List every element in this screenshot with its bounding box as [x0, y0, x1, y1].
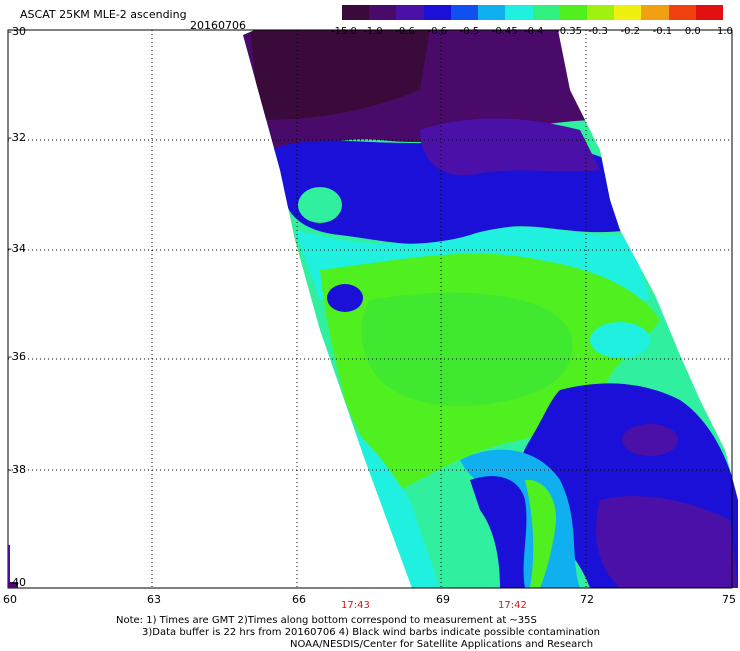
lon-label-66: 66 [292, 593, 306, 606]
lon-label-69: 69 [436, 593, 450, 606]
colorbar-swatch [559, 5, 587, 20]
colorbar-label: 1.0 [717, 26, 733, 37]
time-label-1743: 17:43 [341, 600, 370, 611]
colorbar-swatch [641, 5, 669, 20]
lat-label-38: -38 [8, 463, 26, 476]
colorbar-label: -15.0 [331, 26, 357, 37]
colorbar-label: 0.0 [684, 26, 701, 37]
colorbar-label: -0.4 [524, 26, 544, 37]
colorbar-label: -0.5 [459, 26, 480, 37]
colorbar-swatch [450, 5, 479, 20]
colorbar-label: -1.0 [363, 26, 383, 37]
colorbar-label: -0.2 [620, 26, 641, 37]
map-date: 20160706 [190, 19, 246, 32]
purple-core [250, 30, 430, 120]
colorbar-swatch [342, 5, 370, 20]
colorbar-label: -0.6 [395, 26, 415, 37]
footer-note-2: 3)Data buffer is 22 hrs from 20160706 4)… [142, 627, 600, 638]
map-title: ASCAT 25KM MLE-2 ascending [20, 8, 187, 21]
footer-credit: NOAA/NESDIS/Center for Satellite Applica… [290, 639, 594, 650]
colorbar-swatch [586, 5, 615, 20]
lat-label-40: -40 [8, 576, 26, 589]
time-label-1742: 17:42 [498, 600, 527, 611]
lat-label-32: -32 [8, 131, 26, 144]
colorbar-label: -0.6 [427, 26, 448, 37]
lon-label-63: 63 [147, 593, 161, 606]
colorbar [342, 5, 724, 20]
colorbar-label: -0.1 [652, 26, 673, 37]
lon-label-75: 75 [722, 593, 736, 606]
colorbar-swatch [695, 5, 724, 20]
footer-note-1: Note: 1) Times are GMT 2)Times along bot… [116, 615, 537, 626]
lat-label-34: -34 [8, 242, 26, 255]
colorbar-label: -0.45 [491, 26, 518, 37]
colorbar-swatch [532, 5, 560, 20]
colorbar-swatch [668, 5, 696, 20]
corner-marker [8, 582, 18, 588]
colorbar-swatch [369, 5, 397, 20]
lat-label-36: -36 [8, 350, 26, 363]
lon-label-60: 60 [3, 593, 17, 606]
colorbar-swatch [396, 5, 424, 20]
lat-label-30: -30 [8, 25, 26, 38]
colorbar-swatch [505, 5, 533, 20]
colorbar-swatch [614, 5, 642, 20]
colorbar-label: -0.35 [556, 26, 583, 37]
lon-label-72: 72 [580, 593, 594, 606]
colorbar-swatch [478, 5, 506, 20]
colorbar-swatch [423, 5, 451, 20]
colorbar-label: -0.3 [588, 26, 608, 37]
